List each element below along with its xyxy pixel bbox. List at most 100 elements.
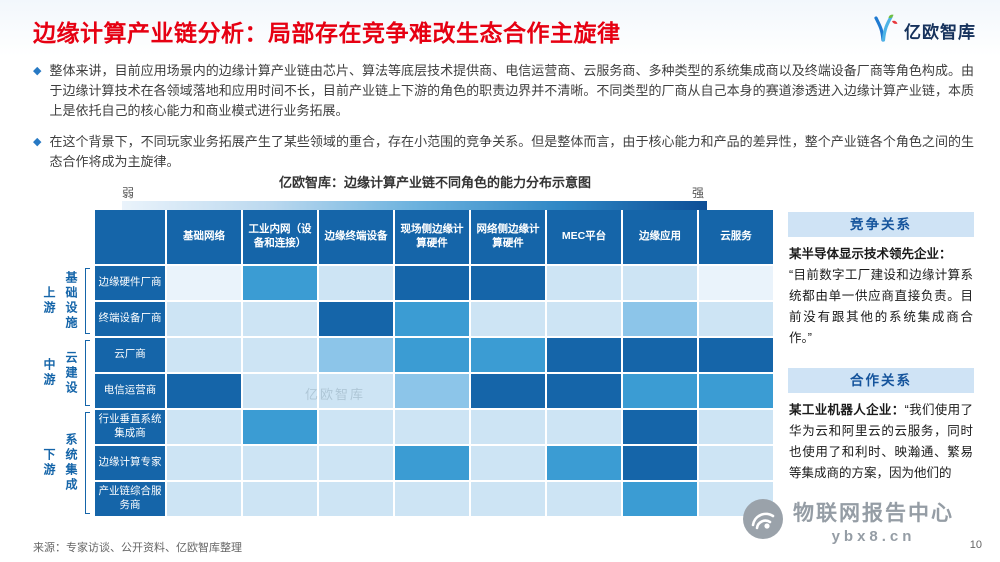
heatmap-cell (623, 482, 697, 516)
heatmap-cell (319, 302, 393, 336)
legend-gradient-bar (122, 201, 707, 210)
heatmap-row-label: 边缘计算专家 (95, 446, 165, 480)
heatmap-cell (471, 482, 545, 516)
heatmap-column-header: 基础网络 (167, 210, 241, 264)
cooperation-quote-text: “我们使用了华为云和阿里云的云服务，同时也使用了和利时、映瀚通、繁易等集成商的方… (789, 403, 973, 480)
page-number: 10 (969, 539, 982, 551)
heatmap-cell (547, 266, 621, 300)
heatmap-cell (167, 374, 241, 408)
heatmap-cell (699, 338, 773, 372)
heatmap-column-header: 工业内网（设备和连接） (243, 210, 317, 264)
heatmap-cell (623, 374, 697, 408)
heatmap-cell (623, 302, 697, 336)
competition-panel-body: 某半导体显示技术领先企业： “目前数字工厂建设和边缘计算系统都由单一供应商直接负责… (788, 237, 974, 349)
heatmap-cell (623, 446, 697, 480)
heatmap-cell (547, 374, 621, 408)
heatmap-cell (243, 266, 317, 300)
diamond-bullet-icon: ◆ (33, 136, 42, 148)
heatmap-cell (319, 446, 393, 480)
diamond-bullet-icon: ◆ (33, 65, 42, 77)
legend-strong-label: 强 (692, 186, 705, 200)
heatmap-cell (319, 482, 393, 516)
chart-title: 亿欧智库：边缘计算产业链不同角色的能力分布示意图 (278, 175, 591, 190)
heatmap-cell (243, 410, 317, 444)
site-watermark-domain: ybx8.cn (831, 528, 916, 545)
heatmap-row-label: 行业垂直系统集成商 (95, 410, 165, 444)
brand-logo: 亿欧智库 (869, 13, 976, 48)
heatmap-cell (167, 446, 241, 480)
group-bracket (85, 268, 90, 334)
heatmap-cell (699, 446, 773, 480)
row-group-midstream: 中游 云建设 (32, 338, 90, 408)
heatmap-row-label: 边缘硬件厂商 (95, 266, 165, 300)
heatmap-cell (319, 410, 393, 444)
heatmap-cell (395, 302, 469, 336)
heatmap-cell (547, 446, 621, 480)
heatmap-cell (167, 482, 241, 516)
heatmap-cell (395, 266, 469, 300)
heatmap-row-label: 云厂商 (95, 338, 165, 372)
heatmap-cell (623, 410, 697, 444)
competition-quote-text: “目前数字工厂建设和边缘计算系统都由单一供应商直接负责。目前没有跟其他的系统集成… (789, 268, 973, 345)
heatmap-cell (395, 446, 469, 480)
heatmap-cell (547, 482, 621, 516)
legend-weak-label: 弱 (122, 186, 135, 200)
heatmap-cell (471, 302, 545, 336)
group-category-label: 基础设施 (64, 271, 78, 331)
heatmap-cell (699, 374, 773, 408)
group-stage-label: 中游 (42, 358, 56, 388)
heatmap-cell (471, 410, 545, 444)
group-stage-label: 上游 (42, 286, 56, 316)
heatmap-column-header: MEC平台 (547, 210, 621, 264)
heatmap-cell (243, 482, 317, 516)
heatmap-cell (699, 410, 773, 444)
bullet-item: ◆ 在这个背景下，不同玩家业务拓展产生了某些领域的重合，存在小范围的竞争关系。但… (33, 132, 974, 172)
competition-quote-source: 某半导体显示技术领先企业： (789, 247, 952, 261)
heatmap-column-header: 边缘终端设备 (319, 210, 393, 264)
heatmap-cell (395, 338, 469, 372)
competition-panel-title: 竞争关系 (788, 212, 974, 237)
bullet-item: ◆ 整体来讲，目前应用场景内的边缘计算产业链由芯片、算法等底层技术提供商、电信运… (33, 61, 974, 121)
group-category-label: 系统集成 (64, 433, 78, 493)
row-group-upstream: 上游 基础设施 (32, 266, 90, 336)
heatmap-cell (699, 266, 773, 300)
heatmap-cell (319, 374, 393, 408)
heatmap-cell (243, 374, 317, 408)
group-bracket (85, 412, 90, 514)
heatmap-row-label: 产业链综合服务商 (95, 482, 165, 516)
heatmap-cell (167, 338, 241, 372)
iot-watermark-icon (742, 498, 784, 545)
heatmap-cell (471, 446, 545, 480)
heatmap-column-header: 边缘应用 (623, 210, 697, 264)
heatmap-column-header: 现场侧边缘计算硬件 (395, 210, 469, 264)
cooperation-panel-title: 合作关系 (788, 368, 974, 393)
brand-logo-text: 亿欧智库 (904, 23, 976, 42)
cooperation-panel: 合作关系 某工业机器人企业：“我们使用了华为云和阿里云的云服务，同时也使用了和利… (788, 368, 974, 484)
heatmap-cell (243, 338, 317, 372)
heatmap-cell (319, 266, 393, 300)
heatmap-column-header: 云服务 (699, 210, 773, 264)
competition-panel: 竞争关系 某半导体显示技术领先企业： “目前数字工厂建设和边缘计算系统都由单一供应… (788, 212, 974, 349)
cooperation-quote-source: 某工业机器人企业： (789, 403, 905, 417)
heatmap-cell (699, 302, 773, 336)
capability-heatmap: 基础网络 工业内网（设备和连接） 边缘终端设备 现场侧边缘计算硬件 网络侧边缘计算硬件 M… (95, 210, 773, 516)
heatmap-cell (167, 266, 241, 300)
group-bracket (85, 340, 90, 406)
heatmap-cell (167, 410, 241, 444)
site-watermark-text: 物联网报告中心 ybx8.cn (793, 497, 954, 545)
group-stage-label: 下游 (42, 448, 56, 478)
heatmap-cell (395, 410, 469, 444)
heatmap-cell (547, 338, 621, 372)
heatmap-cell (471, 374, 545, 408)
source-note: 来源：专家访谈、公开资料、亿欧智库整理 (33, 542, 242, 554)
heatmap-cell (395, 482, 469, 516)
heatmap-cell (319, 338, 393, 372)
heatmap-row-label: 电信运营商 (95, 374, 165, 408)
heatmap-cell (471, 338, 545, 372)
heatmap-cell (243, 446, 317, 480)
heatmap-cell (395, 374, 469, 408)
heatmap-column-header: 网络侧边缘计算硬件 (471, 210, 545, 264)
heatmap-cell (167, 302, 241, 336)
heatmap-cell (547, 302, 621, 336)
